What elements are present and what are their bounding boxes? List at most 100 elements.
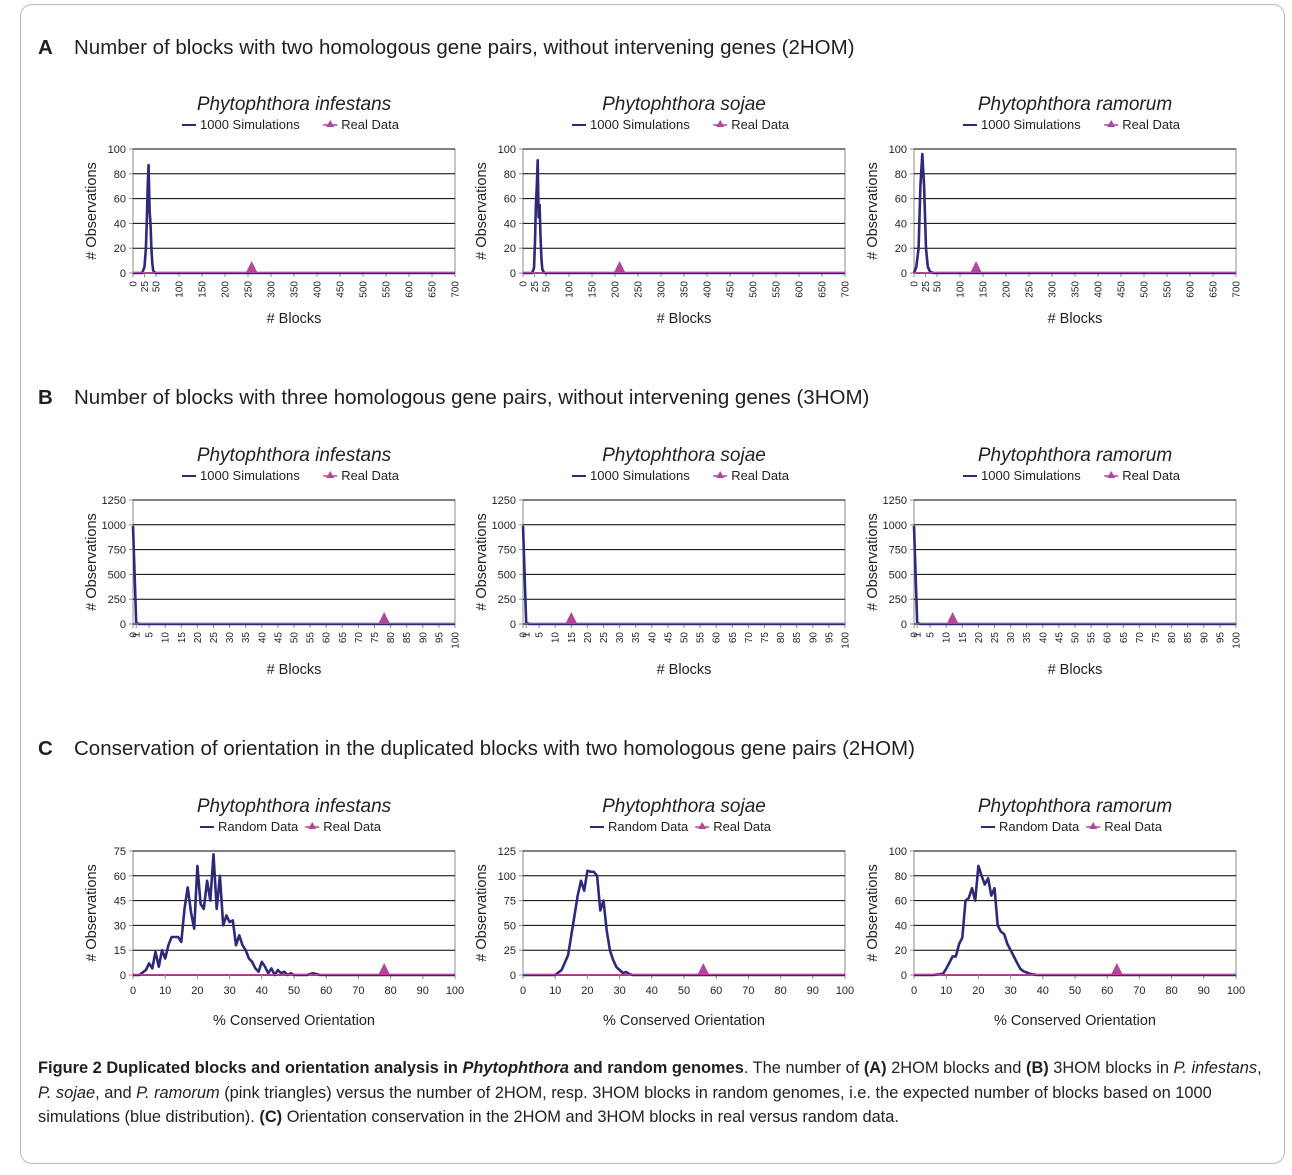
y-tick-label: 40 [895, 218, 907, 230]
y-tick-label: 80 [895, 871, 907, 883]
y-tick-label: 1000 [492, 520, 516, 532]
legend-real-label: Real Data [1122, 468, 1181, 483]
x-tick-label: 25 [921, 281, 932, 293]
x-tick-label: 80 [774, 985, 786, 997]
x-axis-label: % Conserved Orientation [994, 1013, 1156, 1029]
legend-triangle-icon [1089, 822, 1098, 829]
x-tick-label: 25 [990, 632, 1001, 644]
y-tick-label: 15 [114, 945, 126, 957]
y-tick-label: 1250 [883, 495, 907, 507]
x-tick-label: 500 [359, 281, 370, 298]
y-tick-label: 250 [498, 594, 516, 606]
section-title-a: A Number of blocks with two homologous ge… [38, 36, 855, 60]
y-tick-label: 60 [895, 194, 907, 206]
section-letter: B [38, 386, 53, 409]
y-tick-label: 60 [114, 194, 126, 206]
x-tick-label: 80 [1167, 632, 1178, 644]
x-tick-label: 500 [749, 281, 760, 298]
chart-legend: 1000 Simulations Real Data [182, 117, 400, 132]
x-tick-label: 20 [193, 632, 204, 644]
x-tick-label: 50 [288, 985, 300, 997]
x-tick-label: 100 [836, 985, 854, 997]
chart-title: Phytophthora sojae [602, 445, 766, 466]
x-axis-label: # Blocks [657, 311, 712, 327]
y-tick-label: 0 [120, 970, 126, 982]
plot-area [522, 850, 846, 976]
caption-label: Figure 2 [38, 1059, 102, 1077]
x-tick-label: 250 [634, 281, 645, 298]
legend-triangle-icon [716, 120, 725, 127]
section-text: Number of blocks with two homologous gen… [74, 36, 855, 59]
x-tick-label: 90 [417, 985, 429, 997]
x-tick-label: 80 [384, 985, 396, 997]
x-tick-label: 0 [911, 985, 917, 997]
legend-series-label: Random Data [608, 819, 689, 834]
x-tick-label: 90 [808, 632, 819, 644]
x-tick-label: 50 [933, 281, 944, 293]
real-data-marker [613, 261, 626, 273]
chart-legend: 1000 Simulations Real Data [963, 117, 1181, 132]
y-tick-label: 100 [498, 144, 516, 156]
y-tick-label: 500 [108, 569, 126, 581]
real-data-marker [565, 612, 578, 624]
x-tick-label: 90 [807, 985, 819, 997]
chart-title: Phytophthora ramorum [978, 796, 1172, 817]
x-axis-label: # Blocks [657, 662, 712, 678]
x-tick-label: 90 [1198, 985, 1210, 997]
series-line [523, 869, 845, 977]
section-title-b: B Number of blocks with three homologous … [38, 386, 869, 410]
x-tick-label: 30 [1004, 985, 1016, 997]
x-tick-label: 20 [972, 985, 984, 997]
x-tick-label: 700 [451, 281, 462, 298]
x-tick-label: 85 [402, 632, 413, 644]
x-tick-label: 80 [386, 632, 397, 644]
chart-B2: Phytophthora sojae 1000 Simulations Real D… [474, 445, 852, 678]
x-tick-label: 200 [221, 281, 232, 298]
x-tick-label: 50 [542, 281, 553, 293]
x-tick-label: 250 [1025, 281, 1036, 298]
y-tick-label: 1250 [492, 495, 516, 507]
x-tick-label: 100 [446, 985, 464, 997]
y-axis-label: # Observations [474, 513, 490, 611]
x-tick-label: 200 [1002, 281, 1013, 298]
y-tick-label: 75 [504, 896, 516, 908]
plot-area [132, 850, 456, 976]
chart-B3: Phytophthora ramorum 1000 Simulations Real… [865, 445, 1243, 678]
y-axis-label: # Observations [865, 513, 881, 611]
x-tick-label: 15 [567, 632, 578, 644]
x-tick-label: 50 [678, 985, 690, 997]
plot-area [132, 499, 456, 625]
y-tick-label: 60 [895, 896, 907, 908]
x-tick-label: 650 [1209, 281, 1220, 298]
x-tick-label: 1 [913, 632, 924, 638]
x-tick-label: 70 [1135, 632, 1146, 644]
y-axis-label: # Observations [474, 162, 490, 260]
y-tick-label: 45 [114, 896, 126, 908]
x-tick-label: 600 [405, 281, 416, 298]
legend-triangle-icon [308, 822, 317, 829]
x-tick-label: 85 [792, 632, 803, 644]
y-tick-label: 80 [895, 169, 907, 181]
x-tick-label: 50 [1071, 632, 1082, 644]
legend-series-label: Random Data [999, 819, 1080, 834]
chart-A3: Phytophthora ramorum 1000 Simulations Real… [865, 94, 1243, 327]
plot-area [522, 499, 846, 625]
x-tick-label: 30 [613, 985, 625, 997]
x-tick-label: 25 [209, 632, 220, 644]
y-tick-label: 40 [504, 218, 516, 230]
y-tick-label: 125 [498, 846, 516, 858]
x-tick-label: 50 [290, 632, 301, 644]
plot-area [913, 148, 1237, 274]
chart-C3: Phytophthora ramorum Random Data Real Data… [865, 796, 1245, 1029]
section-text: Number of blocks with three homologous g… [74, 386, 870, 409]
x-tick-label: 70 [354, 632, 365, 644]
y-tick-label: 20 [895, 945, 907, 957]
legend-triangle-icon [716, 471, 725, 478]
y-tick-label: 1250 [102, 495, 126, 507]
x-tick-label: 700 [841, 281, 852, 298]
x-tick-label: 650 [818, 281, 829, 298]
y-tick-label: 250 [108, 594, 126, 606]
x-tick-label: 70 [352, 985, 364, 997]
legend-real-label: Real Data [731, 468, 790, 483]
